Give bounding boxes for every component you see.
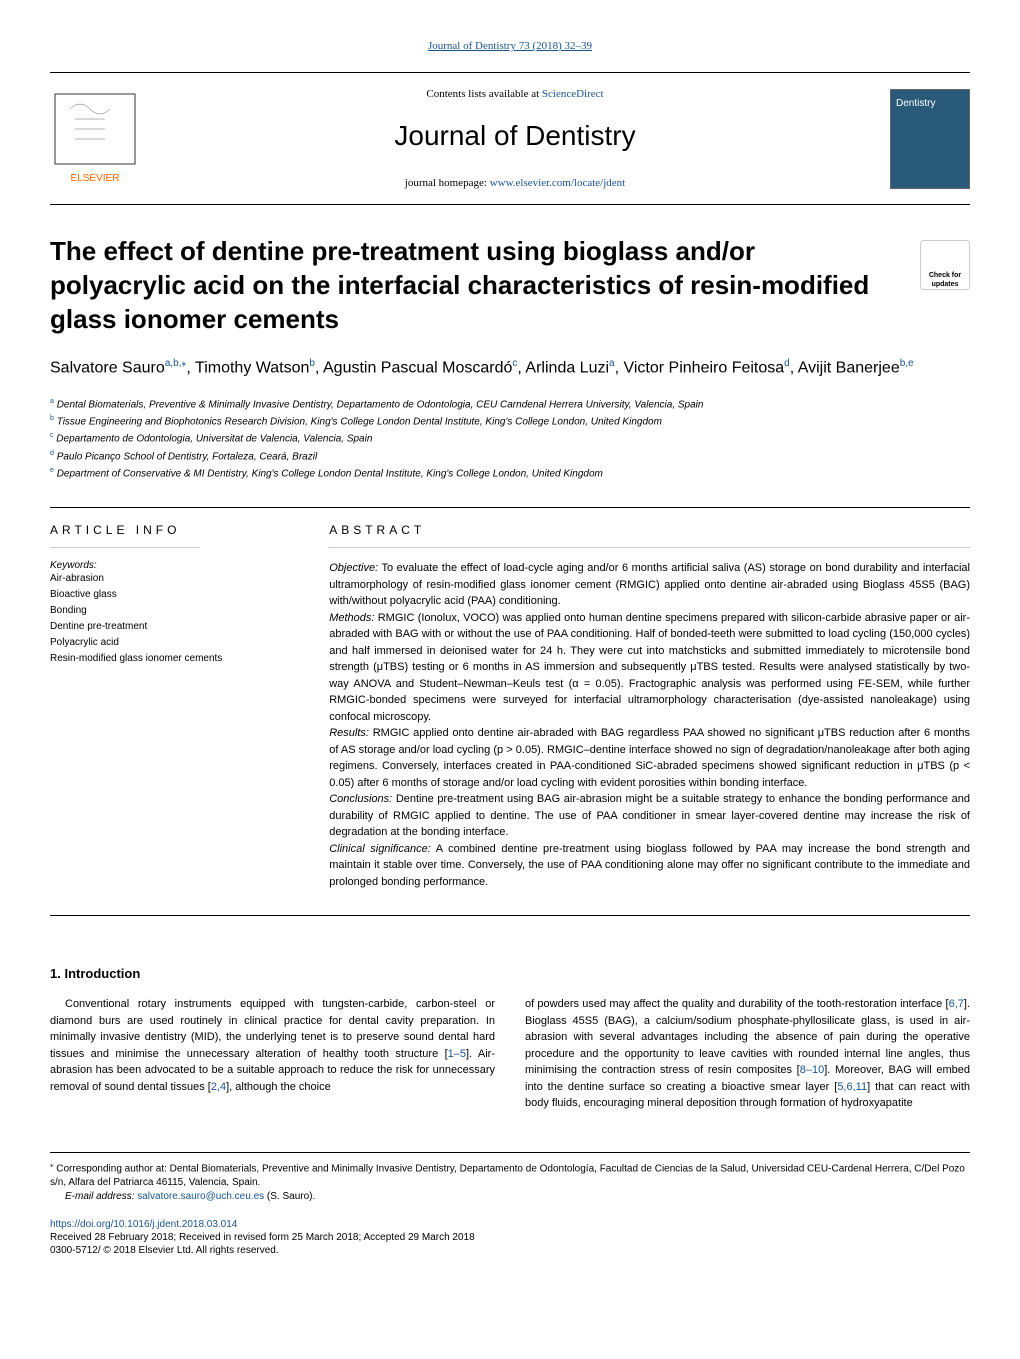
- ref-link[interactable]: 6,7: [949, 998, 964, 1010]
- journal-title: Journal of Dentistry: [140, 120, 890, 152]
- article-title: The effect of dentine pre-treatment usin…: [50, 235, 970, 336]
- sciencedirect-link[interactable]: ScienceDirect: [542, 88, 604, 100]
- info-divider: [50, 547, 200, 548]
- intro-column-2: of powders used may affect the quality a…: [525, 996, 970, 1112]
- abstract-header: ABSTRACT: [329, 523, 970, 537]
- keywords-label: Keywords:: [50, 560, 299, 571]
- homepage-link[interactable]: www.elsevier.com/locate/jdent: [490, 177, 626, 189]
- ref-link[interactable]: 8–10: [800, 1064, 824, 1076]
- abstract-panel: ABSTRACT Objective: To evaluate the effe…: [329, 523, 970, 890]
- introduction-title: 1. Introduction: [50, 966, 970, 981]
- introduction-section: 1. Introduction Conventional rotary inst…: [50, 966, 970, 1112]
- affiliations: a Dental Biomaterials, Preventive & Mini…: [50, 396, 970, 483]
- authors-list: Salvatore Sauroa,b,⁎, Timothy Watsonb, A…: [50, 356, 970, 380]
- ref-link[interactable]: 5,6,11: [837, 1081, 867, 1093]
- abstract-text: Objective: To evaluate the effect of loa…: [329, 560, 970, 890]
- ref-link[interactable]: 1–5: [448, 1048, 466, 1060]
- section-divider: [50, 915, 970, 916]
- abstract-divider: [329, 547, 970, 548]
- footer-section: ⁎ Corresponding author at: Dental Biomat…: [50, 1152, 970, 1256]
- doi-link[interactable]: https://doi.org/10.1016/j.jdent.2018.03.…: [50, 1219, 970, 1230]
- corresponding-author: ⁎ Corresponding author at: Dental Biomat…: [50, 1152, 970, 1204]
- journal-header-bar: ELSEVIER Contents lists available at Sci…: [50, 72, 970, 205]
- article-info-header: ARTICLE INFO: [50, 523, 299, 537]
- contents-available: Contents lists available at ScienceDirec…: [140, 88, 890, 100]
- received-dates: Received 28 February 2018; Received in r…: [50, 1232, 970, 1243]
- copyright: 0300-5712/ © 2018 Elsevier Ltd. All righ…: [50, 1245, 970, 1256]
- intro-column-1: Conventional rotary instruments equipped…: [50, 996, 495, 1112]
- section-divider: [50, 507, 970, 508]
- check-updates-badge[interactable]: Check for updates: [920, 240, 970, 290]
- ref-link[interactable]: 2,4: [211, 1081, 226, 1093]
- svg-text:ELSEVIER: ELSEVIER: [71, 173, 120, 184]
- journal-homepage: journal homepage: www.elsevier.com/locat…: [140, 177, 890, 189]
- elsevier-logo: ELSEVIER: [50, 89, 140, 189]
- journal-cover-image: [890, 89, 970, 189]
- journal-citation[interactable]: Journal of Dentistry 73 (2018) 32–39: [50, 40, 970, 52]
- keywords-list: Air-abrasion Bioactive glass Bonding Den…: [50, 571, 299, 667]
- email-link[interactable]: salvatore.sauro@uch.ceu.es: [137, 1191, 264, 1202]
- article-info-panel: ARTICLE INFO Keywords: Air-abrasion Bioa…: [50, 523, 299, 890]
